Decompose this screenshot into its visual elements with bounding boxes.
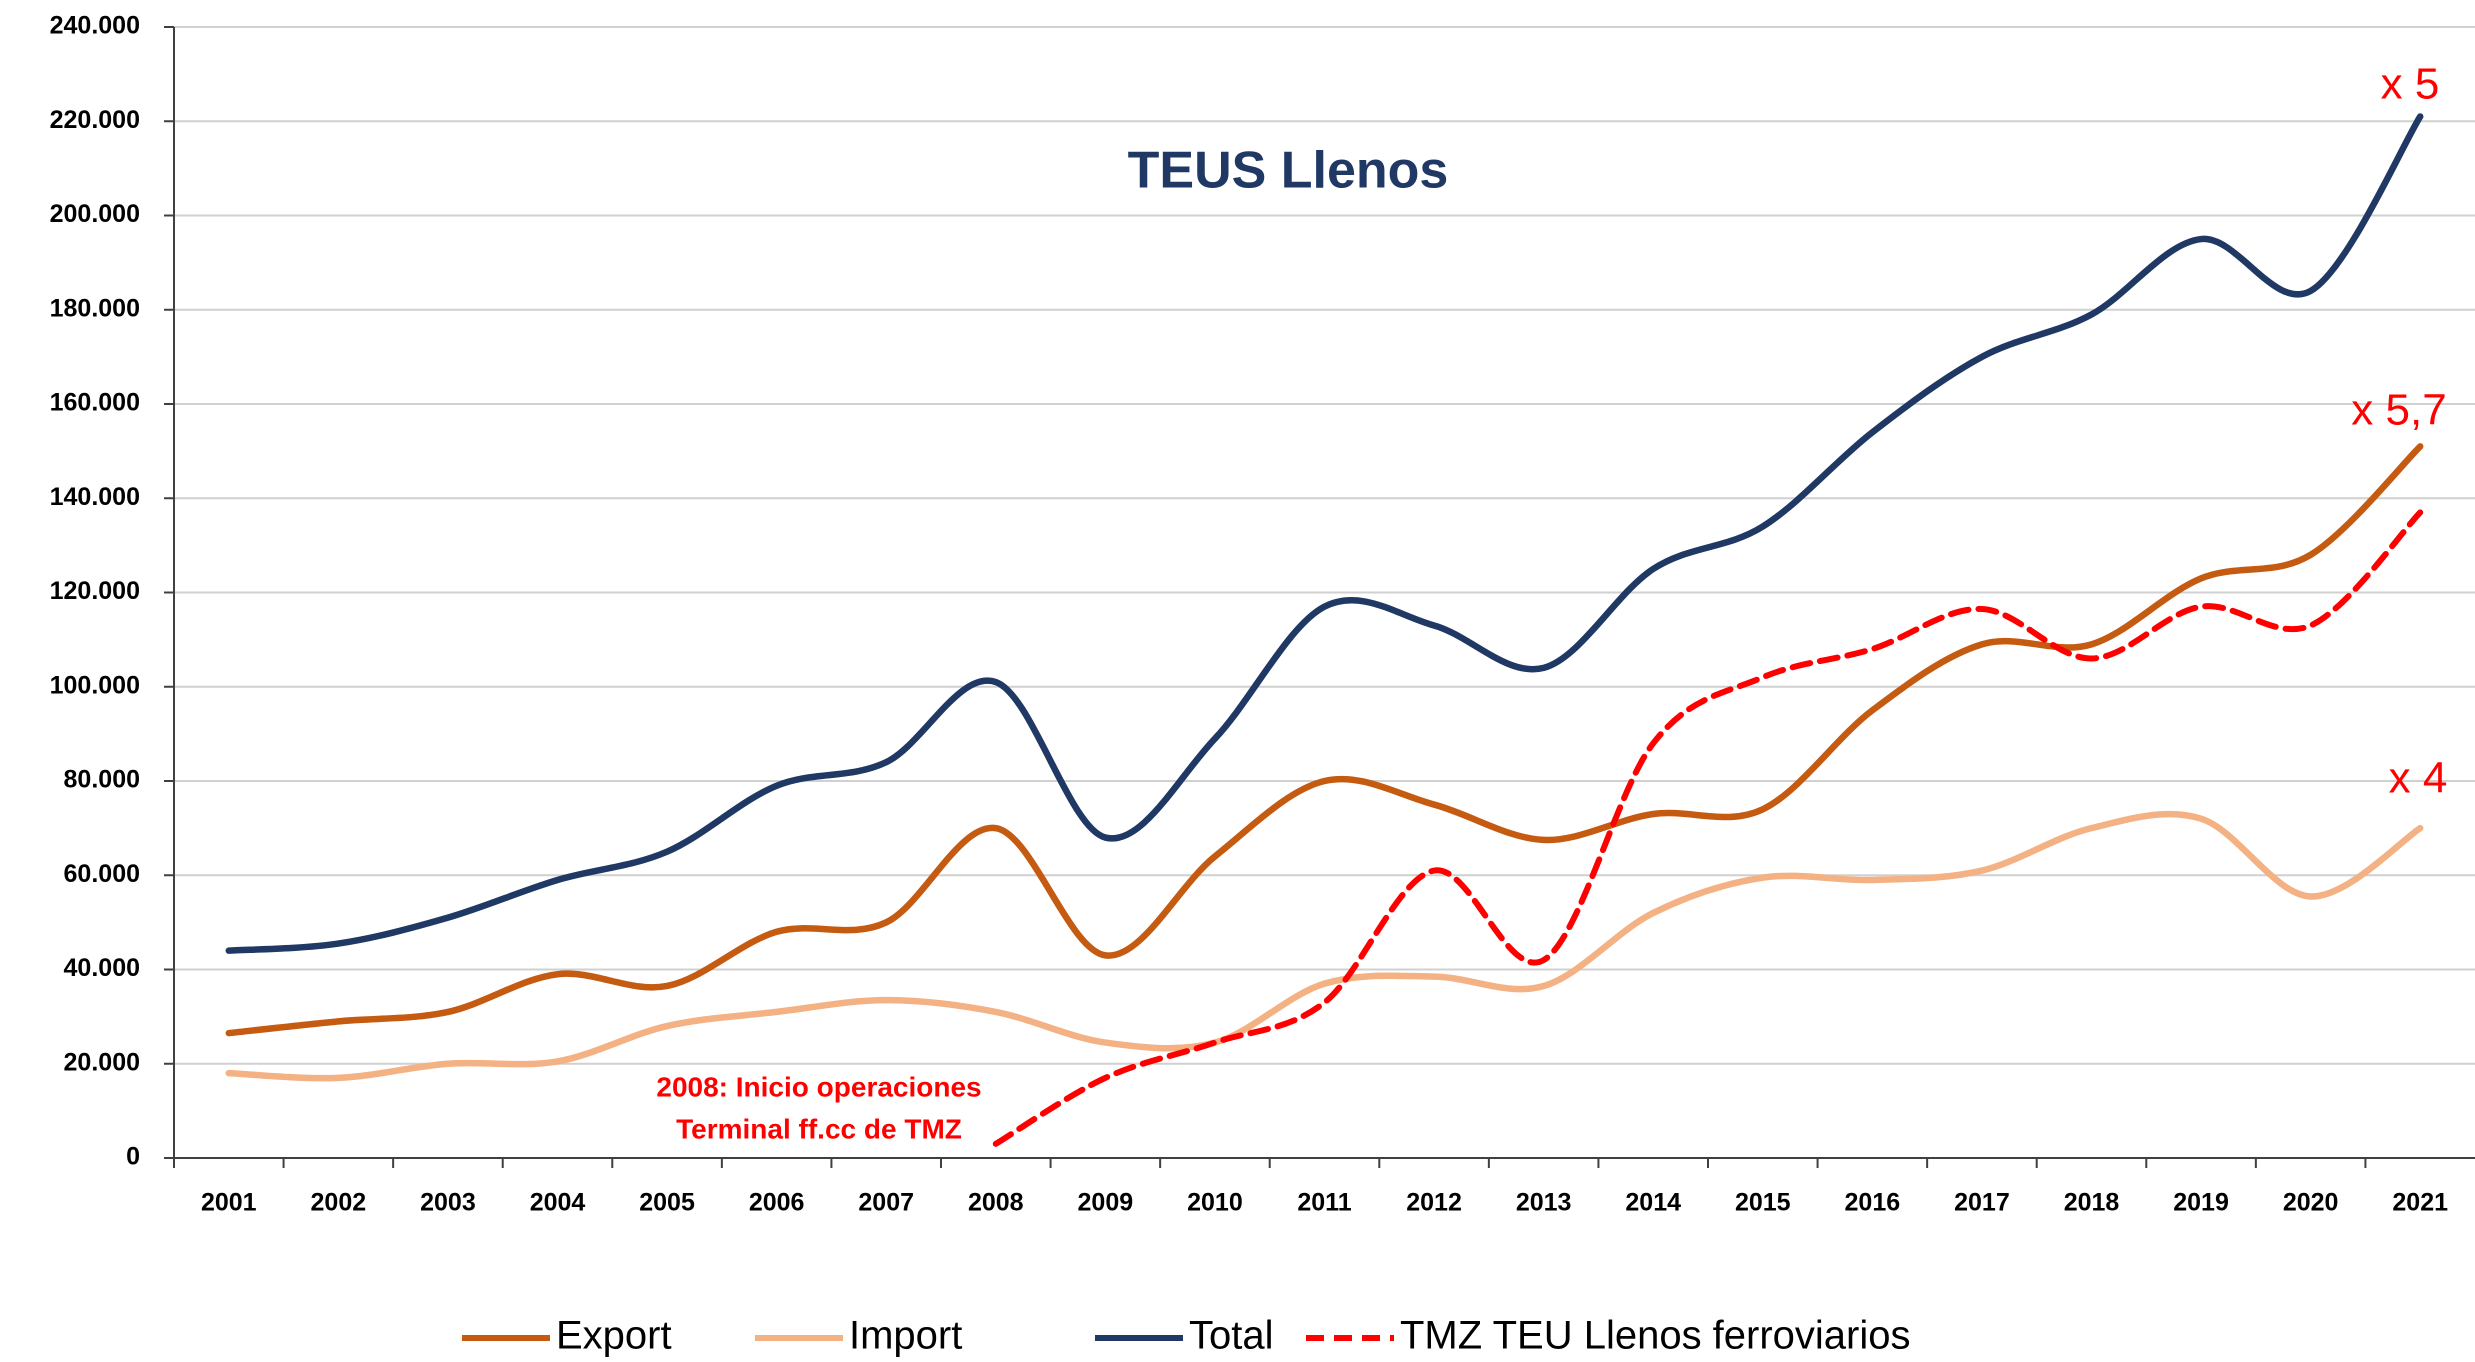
grid: 0 20.000 40.000 60.000 80.000 100.000 120.000 1… xyxy=(50,12,2475,1217)
y-tick-label: 120.000 xyxy=(50,577,140,605)
y-tick-label: 200.000 xyxy=(50,200,140,228)
annotation: 2008: Inicio operaciones xyxy=(656,1071,981,1102)
y-tick-label: 140.000 xyxy=(50,483,140,511)
x-tick-label: 2015 xyxy=(1735,1189,1791,1217)
y-tick-label: 240.000 xyxy=(50,12,140,40)
annotation: x 4 xyxy=(2389,754,2448,803)
annotation: Terminal ff.cc de TMZ xyxy=(676,1113,962,1144)
y-tick-label: 160.000 xyxy=(50,389,140,417)
y-tick-label: 60.000 xyxy=(64,860,140,888)
x-tick-label: 2018 xyxy=(2064,1189,2120,1217)
x-tick-label: 2001 xyxy=(201,1189,257,1217)
series-line xyxy=(992,509,2424,1147)
annotation: x 5,7 xyxy=(2351,386,2446,435)
y-tick-label: 100.000 xyxy=(50,671,140,699)
x-tick-label: 2005 xyxy=(639,1189,695,1217)
x-tick-label: 2017 xyxy=(1954,1189,2010,1217)
y-tick-label: 40.000 xyxy=(64,954,140,982)
y-tick-label: 180.000 xyxy=(50,294,140,322)
x-tick-label: 2012 xyxy=(1406,1189,1462,1217)
x-tick-label: 2003 xyxy=(420,1189,476,1217)
series-line xyxy=(225,810,2424,1082)
x-tick-label: 2008 xyxy=(968,1189,1024,1217)
x-tick-label: 2021 xyxy=(2392,1189,2448,1217)
series-line xyxy=(225,443,2424,1037)
x-tick-label: 2011 xyxy=(1297,1189,1351,1217)
legend-label: TMZ TEU Llenos ferroviarios xyxy=(1400,1314,1911,1358)
x-tick-label: 2014 xyxy=(1625,1189,1681,1217)
x-tick-label: 2004 xyxy=(530,1189,586,1217)
x-tick-label: 2002 xyxy=(311,1189,367,1217)
y-tick-label: 0 xyxy=(126,1143,140,1171)
legend-label: Total xyxy=(1189,1314,1274,1358)
series-line xyxy=(225,113,2424,954)
x-tick-label: 2019 xyxy=(2173,1189,2229,1217)
y-tick-label: 80.000 xyxy=(64,766,140,794)
x-tick-label: 2006 xyxy=(749,1189,805,1217)
x-tick-label: 2007 xyxy=(858,1189,914,1217)
x-tick-label: 2020 xyxy=(2283,1189,2339,1217)
y-tick-label: 220.000 xyxy=(50,106,140,134)
x-tick-label: 2013 xyxy=(1516,1189,1572,1217)
x-tick-label: 2010 xyxy=(1187,1189,1243,1217)
legend-label: Export xyxy=(556,1314,672,1358)
legend-label: Import xyxy=(849,1314,962,1358)
x-tick-label: 2009 xyxy=(1078,1189,1134,1217)
annotation: x 5 xyxy=(2381,60,2440,109)
x-tick-label: 2016 xyxy=(1845,1189,1901,1217)
chart-title: TEUS Llenos xyxy=(1128,142,1449,200)
y-tick-label: 20.000 xyxy=(64,1048,140,1076)
